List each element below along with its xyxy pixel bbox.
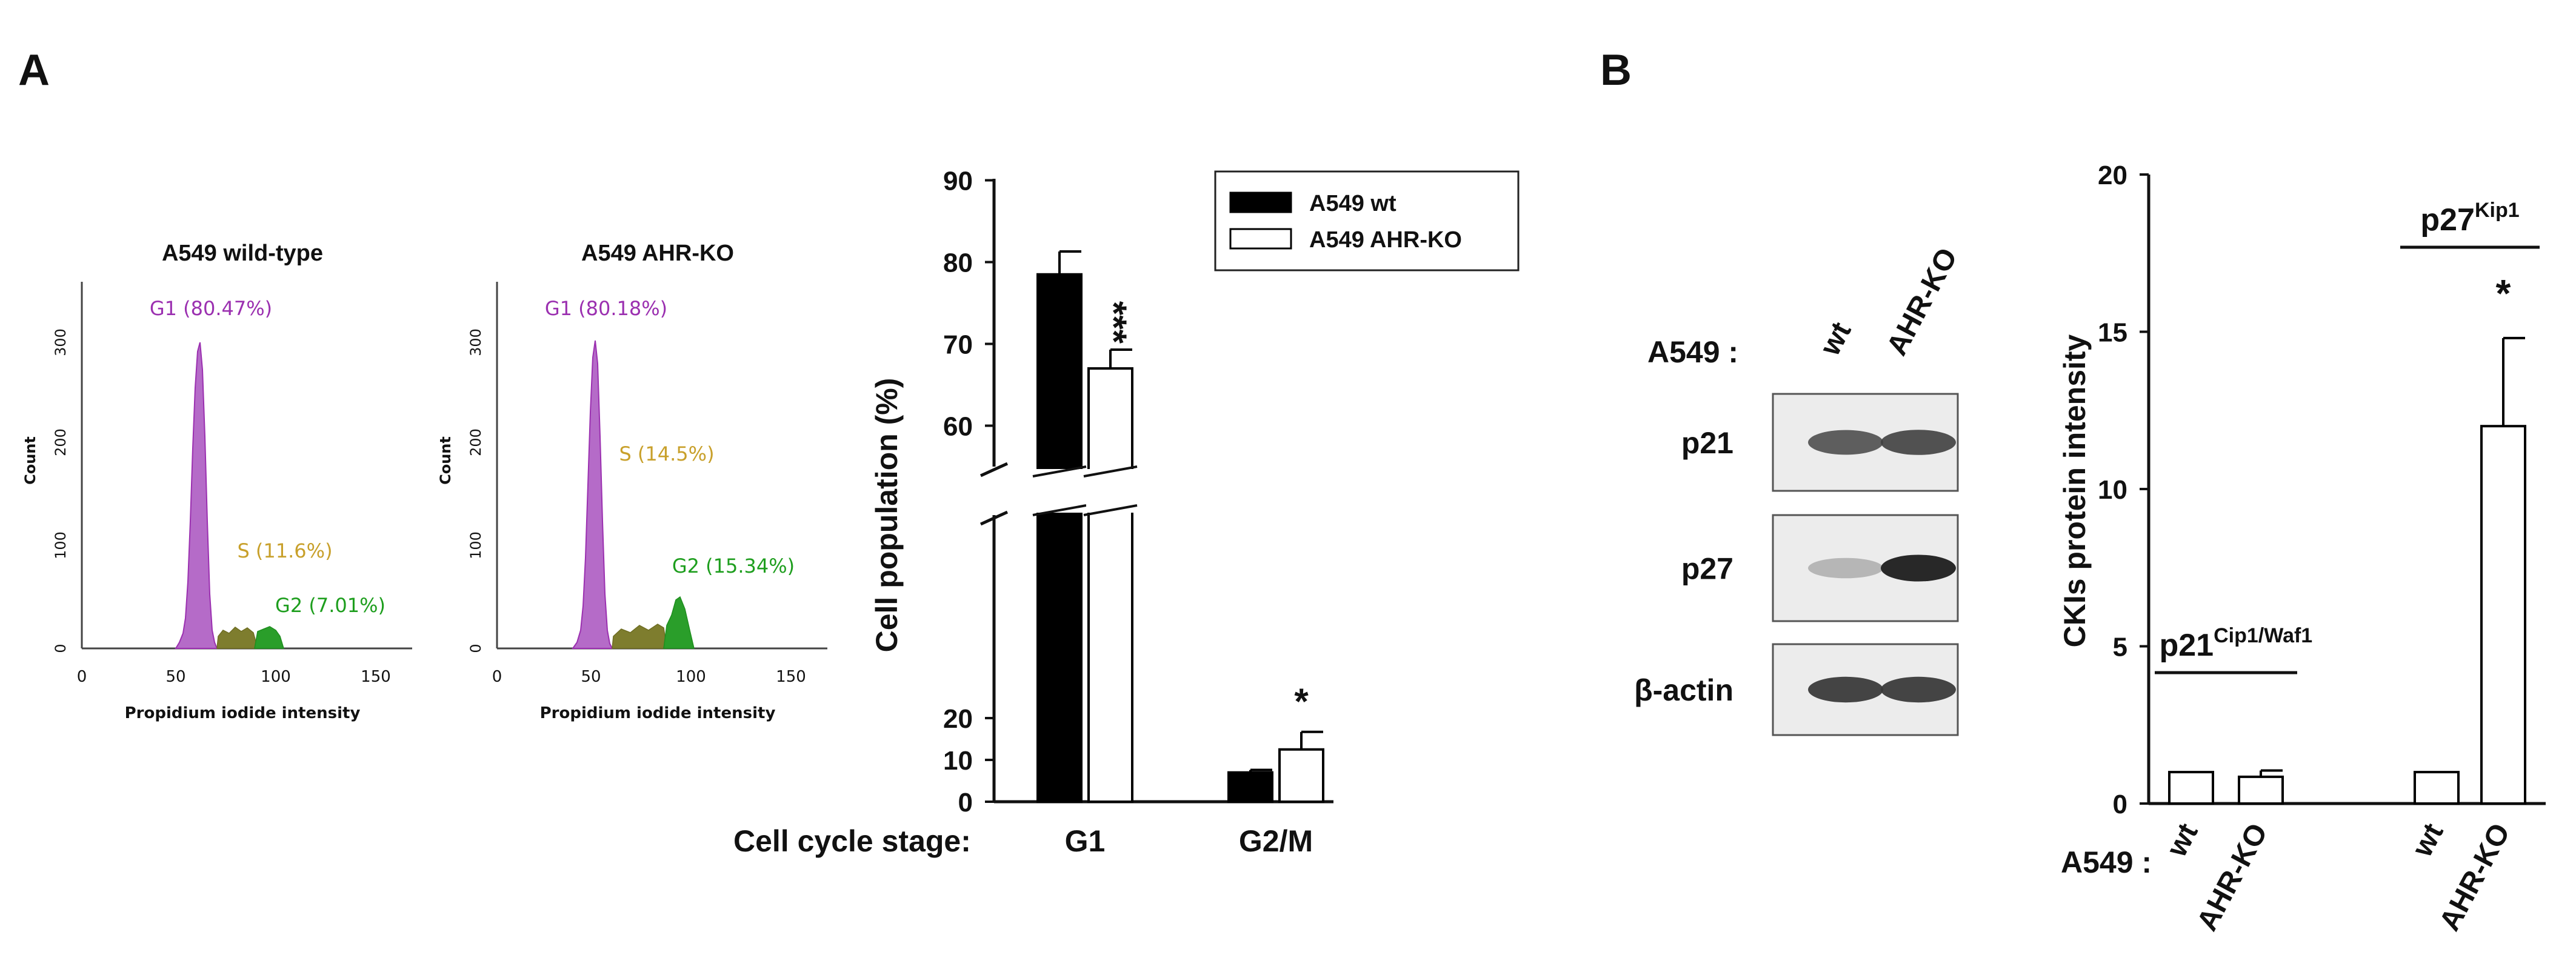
- bar-chart-cell-cycle: Cell population (%) Cell cycle stage: A5…: [733, 167, 1520, 858]
- g2-peak: [663, 596, 695, 649]
- blot-band: [1881, 430, 1956, 455]
- bar: [2238, 775, 2284, 805]
- x-tick-label: G1: [1065, 824, 1106, 858]
- significance-mark: *: [2496, 271, 2511, 315]
- x-tick-label: wt: [2406, 818, 2449, 862]
- y-axis-label: CKIs protein intensity: [2058, 334, 2092, 647]
- legend: [1214, 170, 1520, 271]
- y-axis-label: Count: [22, 436, 39, 485]
- histogram-ahr-ko: A549 AHR-KO Count Propidium iodide inten…: [437, 241, 827, 722]
- g1-peak: [572, 340, 613, 649]
- group-label: p21Cip1/Waf1: [2160, 624, 2313, 663]
- y-tick-label: 200: [467, 428, 484, 456]
- bar: [1278, 748, 1324, 803]
- s-phase: [216, 627, 258, 649]
- s-label: S (14.5%): [619, 442, 714, 465]
- g1-label: G1 (80.18%): [545, 297, 667, 320]
- y-tick-label: 100: [52, 531, 69, 559]
- x-tick-label: 100: [676, 668, 706, 686]
- blot-band-label: p21: [1681, 426, 1733, 460]
- bar: [2168, 771, 2214, 805]
- y-tick-label: 200: [52, 428, 69, 456]
- bar-break-gap: [1086, 469, 1135, 513]
- x-tick-label: 0: [77, 668, 87, 686]
- blot-band: [1808, 558, 1883, 579]
- y-tick-label: 0: [52, 644, 69, 653]
- x-axis-label: Propidium iodide intensity: [125, 704, 361, 722]
- panel-b-label: B: [1600, 46, 1632, 95]
- x-tick-label: AHR-KO: [2191, 818, 2274, 936]
- histogram-title: A549 AHR-KO: [581, 241, 734, 266]
- significance-mark: *: [1294, 681, 1309, 722]
- blot-row-label: A549 :: [1647, 335, 1738, 369]
- y-tick-label: 300: [467, 328, 484, 356]
- y-axis-label: Count: [437, 436, 454, 485]
- g2-peak: [254, 626, 285, 649]
- blot-lane-label: wt: [1814, 317, 1857, 361]
- bar-break-mark: [1083, 504, 1138, 516]
- x-row-label: A549 :: [2061, 845, 2152, 879]
- legend-label-wt: A549 wt: [1309, 191, 1396, 216]
- x-axis-prefix: Cell cycle stage:: [733, 824, 971, 858]
- significance-mark: ***: [1093, 301, 1134, 344]
- bar-break-mark: [1083, 465, 1138, 478]
- bar-break-gap: [1035, 469, 1084, 513]
- bar: [1227, 771, 1273, 803]
- bar-break-mark: [1032, 504, 1087, 516]
- y-tick-label: 80: [943, 248, 973, 278]
- bar: [1036, 273, 1083, 803]
- y-tick-label: 20: [943, 704, 973, 734]
- y-tick-label: 0: [958, 788, 973, 817]
- x-tick-label: wt: [2160, 818, 2204, 862]
- blot-band: [1808, 676, 1883, 703]
- legend-swatch-wt: [1229, 191, 1292, 213]
- s-label: S (11.6%): [237, 539, 332, 562]
- g2-label: G2 (15.34%): [672, 554, 795, 578]
- legend-label-ko: A549 AHR-KO: [1309, 227, 1462, 253]
- histogram-title: A549 wild-type: [162, 241, 323, 266]
- y-tick-label: 10: [2098, 475, 2127, 505]
- histogram-wild-type: A549 wild-type Count Propidium iodide in…: [22, 241, 412, 722]
- blot-band: [1881, 554, 1956, 582]
- bar: [2414, 771, 2460, 805]
- g2-label: G2 (7.01%): [275, 594, 385, 617]
- y-tick-label: 60: [943, 412, 973, 442]
- x-tick-label: 50: [581, 668, 601, 686]
- g1-label: G1 (80.47%): [150, 297, 272, 320]
- blot-lane-label: AHR-KO: [1881, 243, 1964, 361]
- x-tick-label: G2/M: [1239, 824, 1313, 858]
- bar: [2480, 425, 2526, 805]
- y-tick-label: 90: [943, 167, 973, 196]
- x-axis-label: Propidium iodide intensity: [540, 704, 776, 722]
- bar-break-mark: [1032, 465, 1087, 478]
- blot-band: [1808, 430, 1883, 455]
- group-label: p27Kip1: [2420, 199, 2519, 238]
- x-tick-label: 50: [165, 668, 185, 686]
- s-phase: [612, 624, 667, 649]
- blot-band-label: p27: [1681, 552, 1733, 586]
- y-tick-label: 0: [467, 644, 484, 653]
- y-tick-label: 20: [2098, 161, 2127, 190]
- y-tick-label: 100: [467, 531, 484, 559]
- y-tick-label: 70: [943, 330, 973, 360]
- y-tick-label: 15: [2098, 318, 2127, 348]
- y-tick-label: 10: [943, 746, 973, 776]
- g1-peak: [175, 342, 218, 649]
- blot-band-label: β-actin: [1634, 673, 1733, 707]
- legend-swatch-ko: [1229, 228, 1292, 250]
- panel-a-label: A: [18, 46, 50, 95]
- x-tick-label: 100: [261, 668, 291, 686]
- y-tick-label: 5: [2113, 633, 2127, 662]
- blot-band: [1881, 676, 1956, 703]
- x-tick-label: 0: [492, 668, 502, 686]
- bar-chart-cki: CKIs protein intensity A549 : 0 5 10 15 20 wt…: [2058, 161, 2546, 936]
- western-blot: A549 : wt AHR-KO p21 p27 β-actin: [1634, 243, 1964, 736]
- x-tick-label: 150: [361, 668, 391, 686]
- y-tick-label: 300: [52, 328, 69, 356]
- y-axis-label: Cell population (%): [870, 378, 904, 653]
- x-tick-label: 150: [776, 668, 806, 686]
- bar: [1087, 367, 1133, 803]
- y-tick-label: 0: [2113, 790, 2127, 819]
